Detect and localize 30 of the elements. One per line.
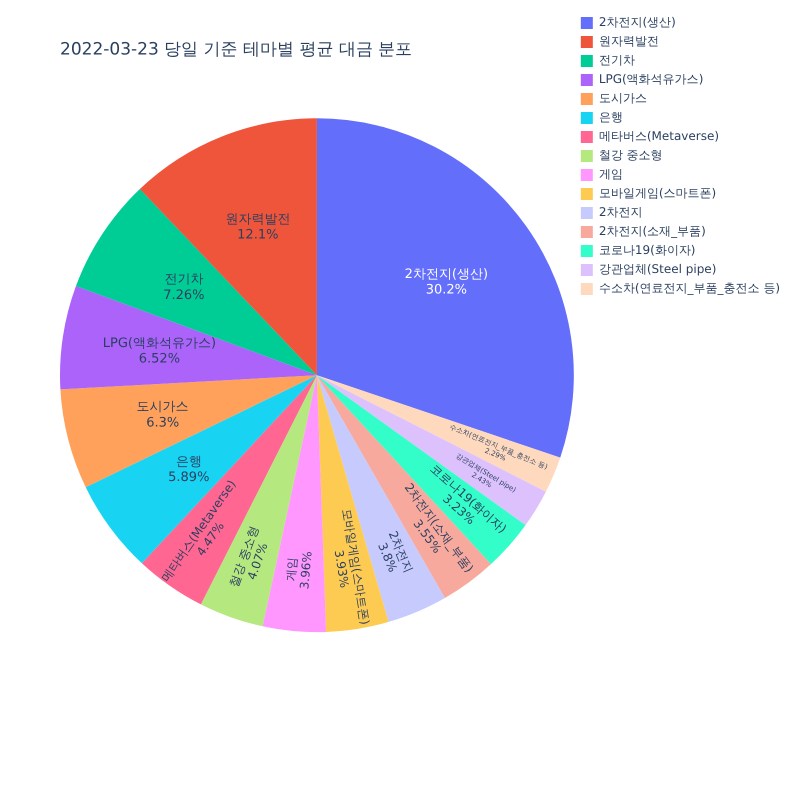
legend-label: 코로나19(화이자) (598, 243, 696, 258)
legend-label: 2차전지(소재_부품) (598, 224, 706, 238)
slice-label: 전기차 (164, 272, 204, 288)
slice-label: LPG(액화석유가스) (102, 336, 216, 352)
data-label: 12.1% (237, 227, 278, 242)
data-label: 7.26% (163, 288, 205, 303)
legend-label: 2차전지 (598, 205, 642, 220)
data-label: 5.89% (168, 470, 210, 486)
legend-label: 원자력발전 (598, 34, 659, 48)
legend-label: 메타버스(Metaverse) (598, 129, 720, 144)
legend-label: 2차전지(생산) (598, 15, 676, 30)
legend-label: 은행 (598, 110, 623, 124)
slice-label: 게임 (284, 556, 300, 582)
legend-label: 철강 중소형 (598, 148, 663, 162)
legend-label: 도시가스 (598, 91, 647, 106)
slice-label: 도시가스 (136, 400, 189, 415)
legend-label: 전기차 (598, 53, 635, 68)
legend-label: LPG(액화석유가스) (598, 72, 704, 86)
legend-label: 게임 (598, 167, 623, 182)
slice-label: 은행 (176, 454, 202, 470)
legend-label: 수소차(연료전지_부품_충전소 등) (598, 281, 780, 296)
data-label: 6.52% (138, 352, 180, 367)
text: 2022-03-23 당일 기준 테마별 평균 대금 분포 (60, 40, 412, 60)
slice-label: 2차전지(생산) (404, 266, 488, 282)
slice-label: 원자력발전 (225, 212, 290, 227)
legend-label: 강관업체(Steel pipe) (598, 262, 716, 276)
data-label: 3.96% (297, 550, 315, 590)
data-label: 30.2% (426, 282, 468, 298)
data-label: 6.3% (146, 415, 180, 430)
legend-label: 모바일게임(스마트폰) (598, 186, 716, 200)
